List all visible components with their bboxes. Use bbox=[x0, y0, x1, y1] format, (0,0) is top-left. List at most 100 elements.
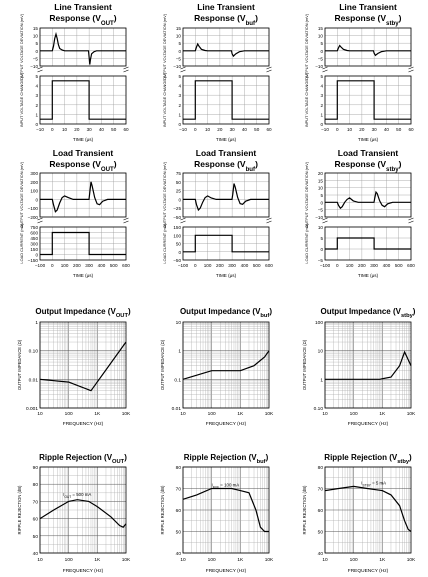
y-tick-label: 1 bbox=[320, 112, 323, 117]
title-end: ) bbox=[255, 13, 258, 23]
x-tick-label: 10 bbox=[322, 557, 328, 563]
x-tick-label: 10 bbox=[205, 127, 211, 132]
y-tick-label: −10 bbox=[173, 64, 181, 69]
x-tick-label: 0 bbox=[51, 127, 54, 132]
y-tick-label: −10 bbox=[315, 215, 323, 220]
y-tick-label: 80 bbox=[318, 465, 324, 471]
y-tick-label: 70 bbox=[318, 487, 324, 493]
y-axis-label: RIPPLE REJECTION (dB) bbox=[160, 485, 165, 534]
curve-annotation: ISTBY = 5 mA bbox=[361, 480, 386, 487]
x-tick-label: 100 bbox=[346, 263, 354, 268]
title-text: Output Impedance (V bbox=[180, 307, 261, 316]
x-tick-label: 40 bbox=[242, 127, 248, 132]
y-tick-label: 450 bbox=[30, 236, 38, 241]
y-axis-label: INPUT VOLTAGE CHANGE (V) bbox=[162, 72, 167, 127]
title-subscript: stby bbox=[386, 166, 399, 173]
x-tick-label: 20 bbox=[359, 127, 365, 132]
title-end: ) bbox=[128, 307, 131, 316]
plot-frame bbox=[39, 27, 127, 67]
y-tick-label: 2 bbox=[35, 103, 38, 108]
chart-title: Response (Vbuf) bbox=[194, 159, 258, 173]
y-axis-label: OUTPUT VOLTAGE DEVIATION (mV) bbox=[19, 13, 24, 80]
y-tick-label: 3 bbox=[35, 93, 38, 98]
series-line bbox=[40, 181, 126, 213]
plot-frame bbox=[182, 321, 270, 409]
axis-break-mark bbox=[322, 217, 328, 224]
x-tick-label: 10 bbox=[180, 411, 186, 417]
y-tick-label: 150 bbox=[30, 247, 38, 252]
y-axis-label: RIPPLE REJECTION (dB) bbox=[17, 485, 22, 534]
x-axis-label: TIME (μs) bbox=[216, 273, 237, 278]
x-axis-label: TIME (μs) bbox=[216, 137, 237, 142]
x-tick-label: 1K bbox=[379, 557, 386, 563]
y-tick-label: 50 bbox=[176, 180, 182, 185]
title-text: Response (V bbox=[335, 13, 387, 23]
series-line bbox=[40, 31, 126, 65]
y-tick-label: 300 bbox=[30, 171, 38, 176]
x-tick-label: 10K bbox=[122, 557, 131, 563]
title-subscript: buf bbox=[246, 20, 256, 27]
x-tick-label: 400 bbox=[241, 263, 249, 268]
y-tick-label: −5 bbox=[318, 56, 324, 61]
y-tick-label: 15 bbox=[33, 26, 39, 31]
y-tick-label: 70 bbox=[33, 499, 39, 505]
title-text: Response (V bbox=[194, 13, 246, 23]
y-tick-label: −200 bbox=[28, 215, 39, 220]
y-tick-label: 4 bbox=[35, 84, 38, 89]
x-tick-label: 20 bbox=[217, 127, 223, 132]
annotation-text: I bbox=[361, 480, 362, 485]
title-subscript: OUT bbox=[101, 166, 114, 173]
title-subscript: buf bbox=[257, 459, 266, 465]
y-tick-label: 5 bbox=[35, 41, 38, 46]
y-tick-label: 80 bbox=[33, 482, 39, 488]
y-tick-label: 20 bbox=[318, 171, 324, 176]
panel-top: 15 10 5 0 −5 −10 OUTPUT VOLTAGE DEVIATION (mV) bbox=[162, 13, 272, 80]
title-subscript: stby bbox=[397, 459, 410, 465]
chart-title: Response (Vstby) bbox=[335, 159, 402, 173]
y-tick-label: −10 bbox=[315, 64, 323, 69]
y-tick-label: 5 bbox=[320, 236, 323, 241]
chart-title: Response (VOUT) bbox=[49, 159, 116, 173]
series-line bbox=[183, 80, 269, 120]
x-tick-label: 50 bbox=[254, 127, 260, 132]
y-tick-label: −50 bbox=[173, 258, 181, 263]
x-tick-label: 10K bbox=[407, 411, 416, 417]
y-tick-label: 5 bbox=[178, 41, 181, 46]
chart-title: Response (Vbuf) bbox=[194, 13, 258, 27]
y-axis-label: OUTPUT VOLTAGE DEVIATION (mV) bbox=[304, 13, 309, 80]
chart-title: Ripple Rejection (Vstby) bbox=[324, 453, 412, 465]
title-subscript: OUT bbox=[116, 313, 129, 319]
x-tick-label: 100 bbox=[65, 411, 73, 417]
x-axis-label: FREQUENCY (Hz) bbox=[348, 568, 389, 574]
y-tick-label: 0 bbox=[35, 253, 38, 258]
y-tick-label: 4 bbox=[320, 84, 323, 89]
plot-frame bbox=[182, 75, 270, 125]
y-tick-label: 0 bbox=[178, 122, 181, 127]
x-tick-label: −100 bbox=[320, 263, 331, 268]
y-tick-label: 60 bbox=[176, 508, 182, 514]
x-tick-label: 30 bbox=[87, 127, 93, 132]
axis-break-mark bbox=[266, 217, 272, 224]
y-axis-label: OUTPUT VOLTAGE DEVIATION (mV) bbox=[19, 161, 24, 228]
y-tick-label: 40 bbox=[318, 551, 324, 557]
y-tick-label: 2 bbox=[178, 103, 181, 108]
x-tick-label: 60 bbox=[408, 127, 414, 132]
chart-title: Ripple Rejection (Vbuf) bbox=[184, 453, 269, 465]
y-tick-label: 5 bbox=[178, 74, 181, 79]
title-end: ) bbox=[413, 307, 416, 316]
axis-break-mark bbox=[408, 66, 414, 73]
chart-title: Output Impedance (Vstby) bbox=[321, 307, 416, 319]
x-tick-label: 10K bbox=[265, 557, 274, 563]
title-subscript: OUT bbox=[112, 459, 125, 465]
y-tick-label: 15 bbox=[318, 26, 324, 31]
x-tick-label: 50 bbox=[111, 127, 117, 132]
y-tick-label: 10 bbox=[33, 34, 39, 39]
x-axis-label: TIME (μs) bbox=[73, 273, 94, 278]
y-tick-label: 0.1 bbox=[174, 377, 181, 383]
title-end: ) bbox=[255, 159, 258, 169]
y-axis-label: LOAD CURRENT (mA) bbox=[19, 223, 24, 264]
y-tick-label: −10 bbox=[30, 64, 38, 69]
